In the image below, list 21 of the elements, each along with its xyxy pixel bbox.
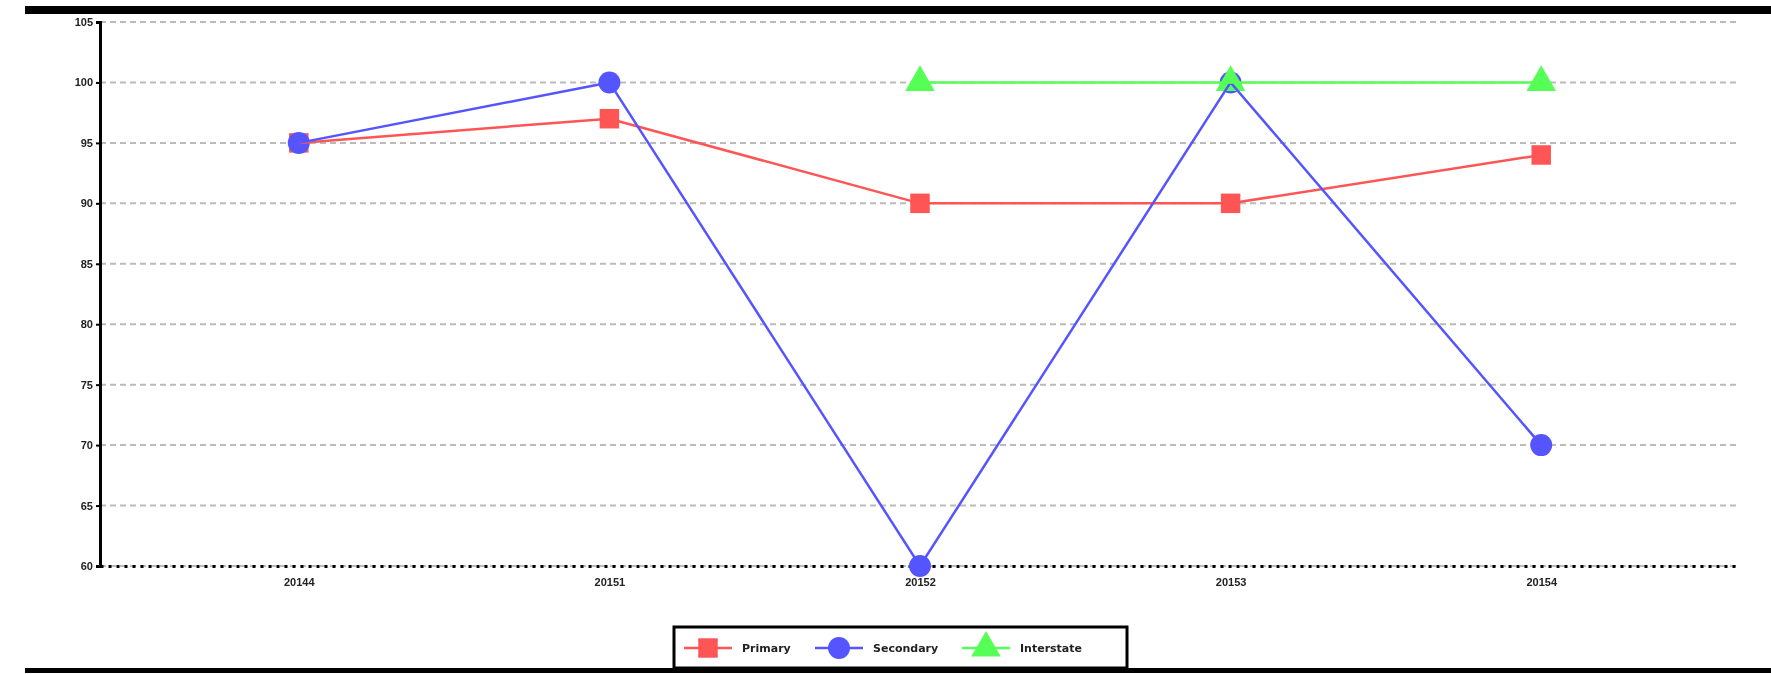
- y-tick-label: 65: [80, 499, 93, 512]
- y-tick-label: 80: [80, 318, 93, 331]
- point: [1530, 434, 1553, 457]
- legend-label: Interstate: [1020, 642, 1083, 655]
- point: [1531, 145, 1551, 165]
- legend-label: Secondary: [873, 642, 939, 655]
- x-tick-label: 20144: [283, 575, 316, 588]
- y-tick-label: 75: [80, 378, 93, 391]
- y-tick-label: 60: [80, 560, 93, 573]
- legend-label: Primary: [742, 642, 791, 655]
- y-tick-label: 90: [80, 197, 93, 210]
- x-tick-label: 20151: [594, 575, 626, 588]
- y-tick-label: 70: [80, 439, 93, 452]
- x-tick-label: 20153: [1215, 575, 1247, 588]
- y-tick-label: 100: [74, 76, 93, 89]
- x-tick-label: 20152: [905, 575, 936, 588]
- y-tick-label: 105: [74, 16, 93, 29]
- point: [909, 555, 931, 577]
- y-tick-label: 95: [80, 136, 93, 149]
- y-tick-label: 85: [80, 257, 93, 270]
- x-tick-label: 20154: [1526, 575, 1558, 588]
